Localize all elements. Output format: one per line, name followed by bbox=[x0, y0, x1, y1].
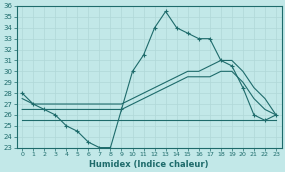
X-axis label: Humidex (Indice chaleur): Humidex (Indice chaleur) bbox=[89, 159, 209, 169]
